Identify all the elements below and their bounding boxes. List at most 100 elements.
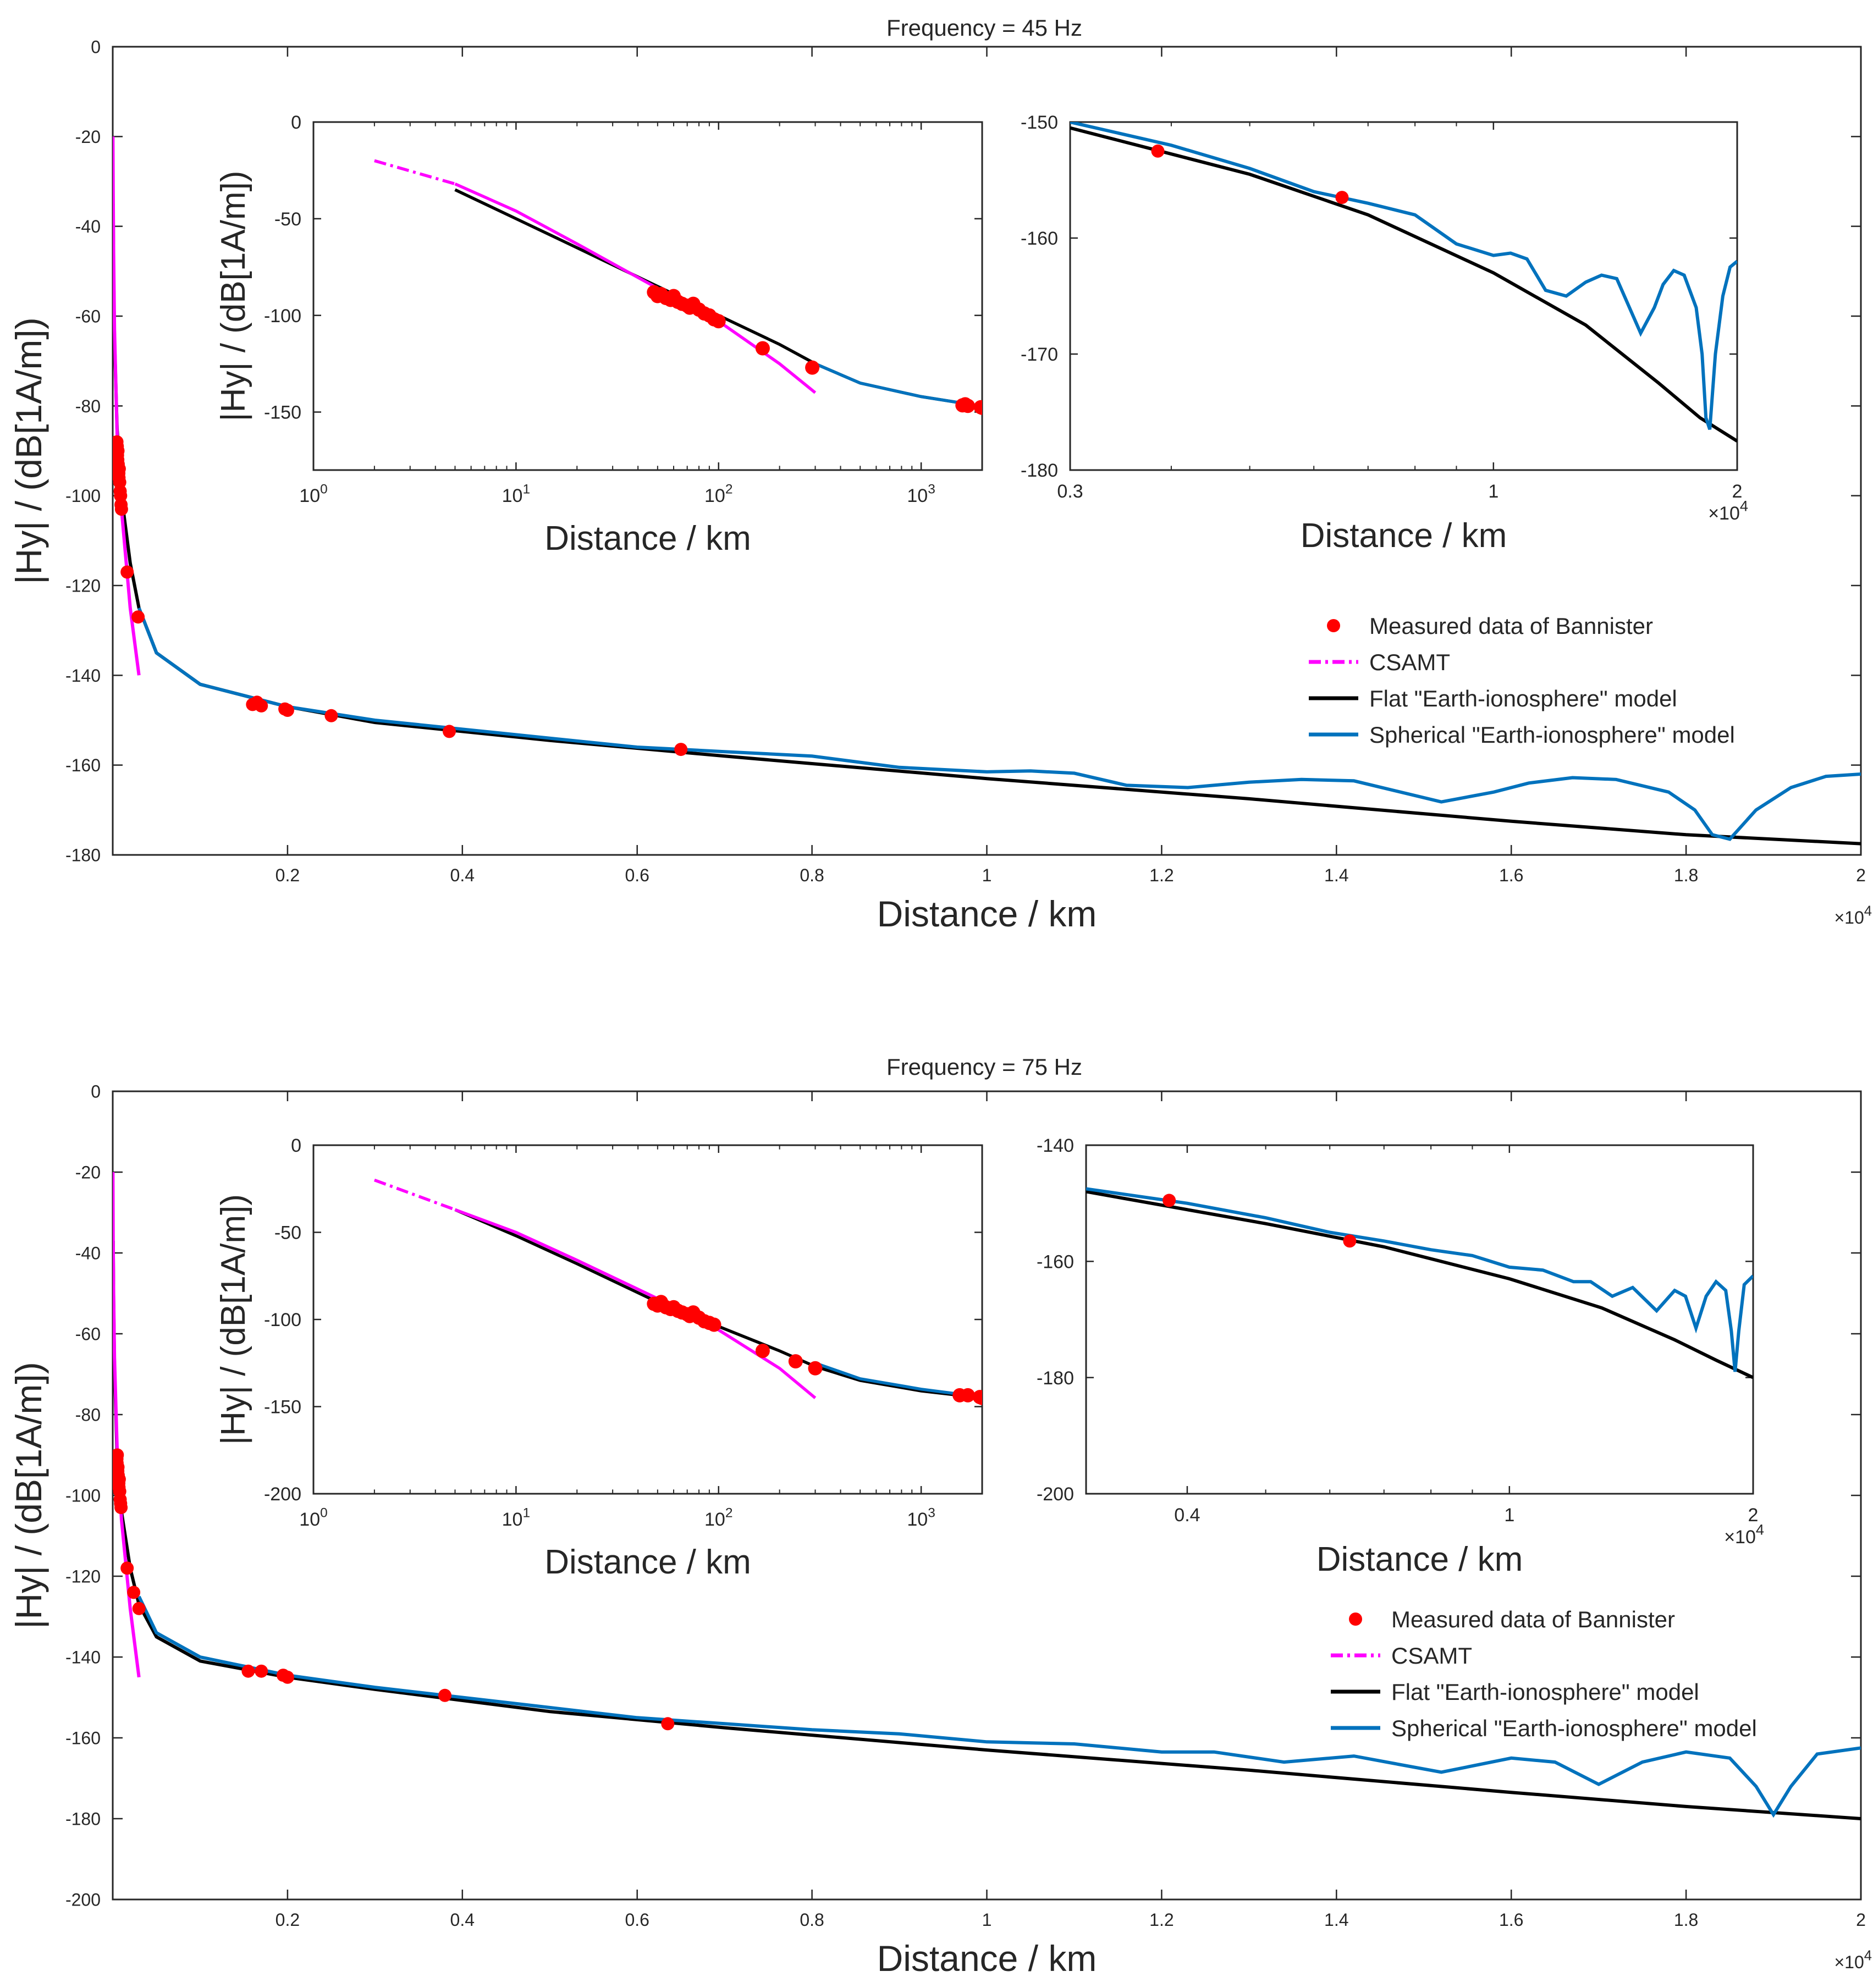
p1-main-y-tick-label: -80: [75, 1405, 101, 1425]
p1-main-y-tick-label: -160: [65, 1729, 101, 1748]
p1-legend-csamt-label: CSAMT: [1391, 1643, 1472, 1669]
p0-inset-left-measured-point: [805, 360, 820, 375]
p0-main-measured-point: [280, 704, 294, 717]
p1-inset-left-y-tick-label: -150: [264, 1397, 301, 1418]
p1-main-y-tick-label: -100: [65, 1486, 101, 1506]
p1-inset-right-measured-point: [1343, 1234, 1357, 1248]
p0-main-x-tick-label: 1.4: [1324, 865, 1348, 885]
p1-inset-right-y-tick-label: -180: [1037, 1368, 1074, 1389]
p1-main-measured-point: [113, 1472, 126, 1486]
p1-inset-left-x-tick-power: 0: [320, 1506, 328, 1521]
p0-main-y-tick-label: -20: [75, 127, 101, 147]
p0-main-measured-point: [443, 725, 456, 738]
p0-main-x-tick-label: 1.8: [1674, 865, 1698, 885]
p1-inset-right-spherical-model-line: [1086, 1187, 1753, 1372]
p1-inset-left-y-tick-label: 0: [291, 1135, 301, 1156]
p1-main-y-tick-label: -20: [75, 1163, 101, 1183]
p1-main-measured-point: [113, 1448, 124, 1462]
p0-inset-left-x-axis-label: Distance / km: [544, 520, 751, 557]
p1-inset-left-axes-box: [312, 1144, 983, 1495]
p1-inset-left-x-tick-label: 101: [502, 1506, 530, 1530]
p1-inset-right-measured-point: [1163, 1194, 1176, 1207]
p1-main-spherical-model-line: [137, 1595, 1861, 1818]
p0-main-y-tick-label: -100: [65, 486, 101, 506]
p1-main-y-tick-label: 0: [91, 1082, 101, 1102]
p0-main-series-group: [113, 136, 1861, 846]
p0-inset-right-y-tick-label: -160: [1021, 228, 1058, 249]
p0-inset-left-measured-point: [755, 341, 770, 356]
p0-main-measured-point: [114, 502, 128, 516]
p0-inset-left-measured-point: [711, 314, 726, 329]
p0-inset-right-x-axis-label: Distance / km: [1301, 517, 1507, 555]
p0-main-x-tick-label: 2: [1856, 865, 1866, 885]
p0-main-measured-point: [113, 462, 126, 476]
p1-inset-left-y-tick-label: -200: [264, 1484, 301, 1505]
p0-inset-left-series-group: [374, 159, 982, 415]
p0-inset-right-y-tick-label: -170: [1021, 344, 1058, 365]
p0-main-x-exponent-base: ×10: [1834, 908, 1864, 927]
p0-main-measured-point: [324, 709, 338, 722]
p1-main-measured-point: [114, 1501, 128, 1515]
p1-inset-right-x-exponent-power: 4: [1756, 1521, 1764, 1538]
p0-inset-left-measured-point: [975, 400, 982, 415]
p1-main-x-tick-label: 1.4: [1324, 1910, 1348, 1930]
p1-inset-left-x-tick-label: 103: [907, 1506, 935, 1530]
p0-main-measured-point: [674, 743, 688, 756]
p1-main-x-exponent: ×104: [1834, 1948, 1872, 1972]
p1-inset-right-y-tick-label: -160: [1037, 1252, 1074, 1273]
p1-legend-spherical-label: Spherical "Earth-ionosphere" model: [1391, 1715, 1757, 1741]
p0-inset-left-measured-point: [961, 399, 975, 413]
p1-main-y-tick-label: -200: [65, 1890, 101, 1910]
p1-inset-right-x-exponent: ×104: [1724, 1521, 1764, 1548]
p0-main-x-axis-label: Distance / km: [877, 893, 1097, 934]
p0-inset-left-y-tick-label: 0: [291, 112, 301, 133]
p0-inset-left-x-tick-label: 101: [502, 482, 530, 506]
p0-main-y-tick-label: -80: [75, 396, 101, 416]
p0-main-x-tick-label: 1.6: [1499, 865, 1523, 885]
p0-main-y-tick-label: -160: [65, 755, 101, 775]
p0-inset-left-x-tick-power: 1: [522, 482, 530, 497]
p0-main-x-tick-label: 1: [982, 865, 992, 885]
p1-inset-left-x-tick-power: 2: [725, 1506, 733, 1521]
p1-inset-left-measured-point: [755, 1344, 770, 1359]
p1-main-measured-point: [438, 1688, 451, 1702]
p1-inset-right-y-tick-label: -200: [1037, 1484, 1074, 1505]
p1-legend-measured-label: Measured data of Bannister: [1391, 1606, 1675, 1632]
p1-inset-left-x-tick-power: 3: [928, 1506, 935, 1521]
p1-main-measured-point: [127, 1586, 141, 1599]
p1-main-x-tick-label: 2: [1856, 1910, 1866, 1930]
p0-inset-right-measured-point: [1335, 191, 1349, 205]
p0-inset-left-axes-box: [312, 121, 983, 471]
p1-main-x-tick-label: 1.2: [1149, 1910, 1174, 1930]
p1-inset-left-y-axis-label: |Hy| / (dB[1A/m]): [214, 1194, 252, 1445]
p1-legend-flat-label: Flat "Earth-ionosphere" model: [1391, 1679, 1699, 1705]
p0-main-x-tick-label: 0.4: [450, 865, 475, 885]
p0-main-x-tick-label: 0.6: [625, 865, 649, 885]
p1-inset-left-csamt-dashed-line: [373, 1178, 456, 1211]
p0-main-x-exponent: ×104: [1834, 904, 1872, 927]
p1-inset-left-measured-point: [707, 1317, 721, 1332]
p0-inset-right-x-tick-label: 2: [1732, 481, 1743, 502]
p0-inset-left-x-tick-base: 10: [299, 485, 320, 506]
p0-inset-left-x-tick-label: 102: [704, 482, 732, 506]
p0-inset-left-y-axis-label: |Hy| / (dB[1A/m]): [214, 171, 252, 422]
p1-inset-left-series-group: [373, 1178, 982, 1405]
p1-main-x-exponent-power: 4: [1864, 1948, 1872, 1964]
p0-main-y-tick-label: -60: [75, 307, 101, 327]
p1-inset-left-x-tick-base: 10: [502, 1509, 523, 1530]
p1-main-y-axis-label: |Hy| / (dB[1A/m]): [8, 1362, 49, 1628]
p1-main-x-tick-label: 1.8: [1674, 1910, 1698, 1930]
p1-main-x-tick-label: 1: [982, 1910, 992, 1930]
p1-inset-left-x-axis-label: Distance / km: [544, 1543, 751, 1581]
p1-main-x-tick-label: 0.8: [800, 1910, 824, 1930]
p0-inset-right-x-exponent-power: 4: [1740, 498, 1748, 515]
p1-inset-left-y-tick-label: -50: [274, 1223, 301, 1244]
p1-inset-right-flat-model-line: [1086, 1190, 1753, 1379]
p1-main-x-exponent-base: ×10: [1834, 1952, 1864, 1972]
p1-inset-right-x-tick-label: 0.4: [1174, 1505, 1200, 1526]
p1-main-y-tick-label: -120: [65, 1567, 101, 1587]
p1-legend-measured-marker: [1349, 1613, 1362, 1626]
p0-inset-left-x-tick-base: 10: [502, 485, 523, 506]
p1-main-y-tick-label: -180: [65, 1809, 101, 1829]
p1-inset-left-measured-point: [961, 1388, 975, 1402]
